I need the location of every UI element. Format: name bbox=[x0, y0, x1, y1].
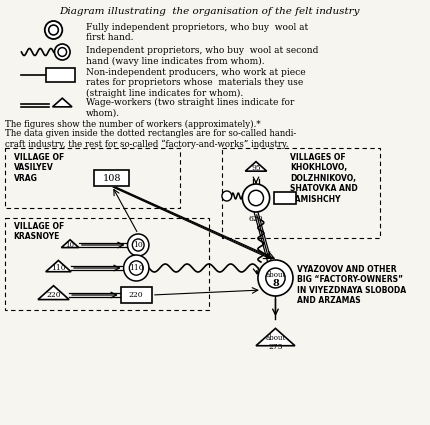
Circle shape bbox=[45, 21, 62, 39]
Bar bbox=[5, 218, 209, 310]
Text: 620: 620 bbox=[248, 215, 263, 223]
Text: The data given inside the dotted rectangles are for so-called handi-
craft indus: The data given inside the dotted rectang… bbox=[5, 129, 295, 149]
Text: Fully independent proprietors, who buy  wool at
first hand.: Fully independent proprietors, who buy w… bbox=[86, 23, 307, 42]
Text: 10: 10 bbox=[133, 241, 143, 249]
Circle shape bbox=[54, 44, 70, 60]
Text: 108: 108 bbox=[102, 173, 121, 182]
Text: 95: 95 bbox=[251, 164, 260, 172]
Text: VYAZOVOV AND OTHER
BIG “FACTORY-OWNERS”
IN VIYEZDNAYA SLOBODA
AND ARZAMAS: VYAZOVOV AND OTHER BIG “FACTORY-OWNERS” … bbox=[296, 265, 405, 305]
Text: 10: 10 bbox=[65, 241, 74, 249]
Text: Diagram illustrating  the organisation of the felt industry: Diagram illustrating the organisation of… bbox=[59, 7, 359, 16]
Text: Independent proprietors, who buy  wool at second
hand (wavy line indicates from : Independent proprietors, who buy wool at… bbox=[86, 46, 317, 65]
Text: VILLAGES OF
KHOKHLOVO,
DOLZHNIKOVO,
SHATOVKA AND
YAMISHCHY: VILLAGES OF KHOKHLOVO, DOLZHNIKOVO, SHAT… bbox=[289, 153, 357, 204]
Text: 275: 275 bbox=[267, 343, 282, 351]
Bar bbox=[5, 148, 180, 208]
Text: 220: 220 bbox=[129, 291, 143, 299]
Text: VILLAGE OF
VASILYEV
VRAG: VILLAGE OF VASILYEV VRAG bbox=[14, 153, 64, 183]
Circle shape bbox=[127, 234, 149, 256]
Circle shape bbox=[123, 255, 149, 281]
Polygon shape bbox=[61, 240, 79, 248]
Text: Wage-workers (two straight lines indicate for
whom).: Wage-workers (two straight lines indicat… bbox=[86, 98, 293, 118]
Text: 8: 8 bbox=[271, 278, 278, 287]
Bar bbox=[94, 170, 129, 186]
Text: 110: 110 bbox=[51, 264, 65, 272]
Text: 220: 220 bbox=[46, 291, 61, 299]
Polygon shape bbox=[245, 162, 266, 171]
Bar bbox=[46, 68, 75, 82]
Polygon shape bbox=[38, 286, 69, 300]
Text: VILLAGE OF
KRASNOYE: VILLAGE OF KRASNOYE bbox=[14, 222, 64, 241]
Polygon shape bbox=[255, 329, 294, 346]
Bar bbox=[221, 148, 379, 238]
Polygon shape bbox=[46, 261, 71, 272]
Text: Non-independent producers, who work at piece
rates for proprietors whose  materi: Non-independent producers, who work at p… bbox=[86, 68, 304, 98]
Text: 110: 110 bbox=[129, 264, 143, 272]
Bar bbox=[120, 287, 151, 303]
Text: The figures show the number of workers (approximately).*: The figures show the number of workers (… bbox=[5, 120, 260, 129]
Text: about: about bbox=[265, 271, 285, 279]
Polygon shape bbox=[52, 98, 72, 107]
Circle shape bbox=[221, 191, 231, 201]
Circle shape bbox=[242, 184, 269, 212]
Bar bbox=[274, 192, 295, 204]
Text: about: about bbox=[265, 334, 285, 342]
Circle shape bbox=[257, 260, 292, 296]
